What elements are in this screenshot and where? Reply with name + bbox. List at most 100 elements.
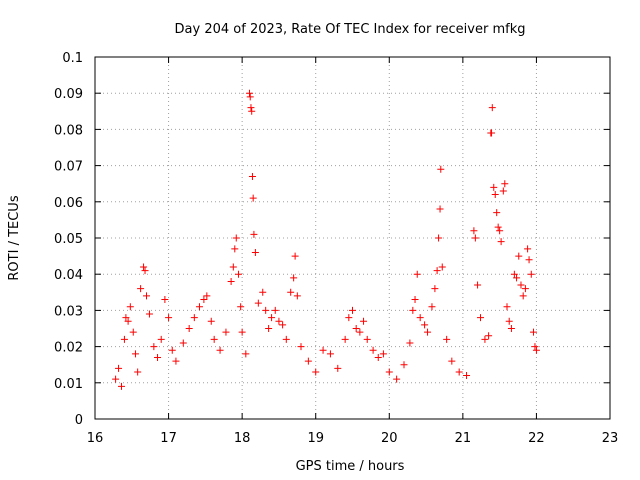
data-point — [352, 325, 360, 332]
data-point — [531, 343, 539, 351]
data-point — [129, 328, 137, 336]
data-point — [207, 317, 215, 325]
x-tick-label: 19 — [307, 431, 324, 446]
data-point — [154, 353, 162, 361]
x-tick-label: 21 — [455, 431, 472, 446]
data-point — [157, 335, 165, 343]
data-point — [172, 357, 180, 365]
data-point — [496, 227, 504, 235]
data-point — [505, 317, 513, 325]
data-point — [112, 375, 120, 383]
data-point — [494, 223, 502, 231]
data-point — [406, 339, 414, 347]
data-point — [124, 317, 132, 325]
data-point — [527, 270, 535, 278]
data-point — [517, 281, 525, 289]
data-point — [312, 368, 320, 376]
data-point — [525, 256, 533, 264]
data-point — [433, 267, 441, 275]
data-point — [227, 277, 235, 285]
data-point — [287, 288, 295, 296]
data-point — [421, 321, 429, 329]
data-point — [271, 306, 279, 314]
y-tick-label: 0.07 — [54, 160, 83, 175]
data-point — [499, 187, 507, 195]
data-point — [232, 234, 240, 242]
y-tick-label: 0.09 — [54, 87, 83, 102]
x-axis-label: GPS time / hours — [296, 459, 405, 474]
data-point — [291, 252, 299, 260]
data-point — [356, 328, 364, 336]
data-point — [455, 368, 463, 376]
data-point — [474, 281, 482, 289]
data-point — [411, 296, 419, 304]
data-point — [379, 350, 387, 358]
data-point — [501, 180, 509, 188]
data-point — [259, 288, 267, 296]
data-point — [262, 306, 270, 314]
data-point — [481, 335, 489, 343]
data-point — [145, 310, 153, 318]
data-point — [341, 335, 349, 343]
data-point — [282, 335, 290, 343]
y-tick-label: 0.06 — [54, 196, 83, 211]
data-point — [519, 292, 527, 300]
data-point — [374, 353, 382, 361]
data-point — [443, 335, 451, 343]
data-point — [488, 129, 496, 137]
x-tick-label: 16 — [87, 431, 104, 446]
x-tick-label: 18 — [234, 431, 251, 446]
data-point — [115, 364, 123, 372]
data-point — [393, 375, 401, 383]
data-point — [497, 238, 505, 246]
data-point — [334, 364, 342, 372]
data-point — [437, 165, 445, 173]
data-point — [179, 339, 187, 347]
data-points — [112, 89, 540, 390]
data-point — [470, 227, 478, 235]
data-point — [363, 335, 371, 343]
data-point — [345, 314, 353, 322]
data-point — [120, 335, 128, 343]
data-point — [438, 263, 446, 271]
data-point — [222, 328, 230, 336]
data-point — [463, 372, 471, 380]
data-point — [140, 263, 148, 271]
data-point — [297, 343, 305, 351]
data-point — [529, 328, 537, 336]
data-point — [507, 325, 515, 332]
data-point — [477, 314, 485, 322]
x-tick-label: 22 — [528, 431, 545, 446]
data-point — [210, 335, 218, 343]
x-tick-label: 23 — [602, 431, 619, 446]
y-tick-label: 0 — [75, 413, 83, 428]
y-tick-label: 0.1 — [62, 51, 83, 66]
data-point — [290, 274, 298, 282]
data-point — [416, 314, 424, 322]
data-point — [117, 382, 125, 390]
data-point — [137, 285, 145, 293]
data-point — [246, 89, 253, 97]
data-point — [247, 104, 255, 112]
data-point — [515, 252, 523, 260]
data-point — [122, 314, 130, 322]
data-point — [251, 248, 259, 256]
data-point — [234, 270, 242, 278]
data-point — [141, 267, 149, 275]
data-point — [165, 314, 173, 322]
y-tick-label: 0.01 — [54, 377, 83, 392]
data-point — [131, 350, 139, 358]
data-point — [304, 357, 312, 365]
data-point — [168, 346, 176, 354]
data-point — [488, 104, 496, 112]
data-point — [428, 303, 436, 311]
data-point — [409, 306, 417, 314]
data-point — [400, 361, 408, 369]
data-point — [435, 234, 443, 242]
data-point — [238, 328, 246, 336]
x-tick-labels: 16 17 18 19 20 21 22 23 — [87, 431, 619, 446]
data-point — [143, 292, 150, 300]
gridlines — [95, 57, 610, 419]
